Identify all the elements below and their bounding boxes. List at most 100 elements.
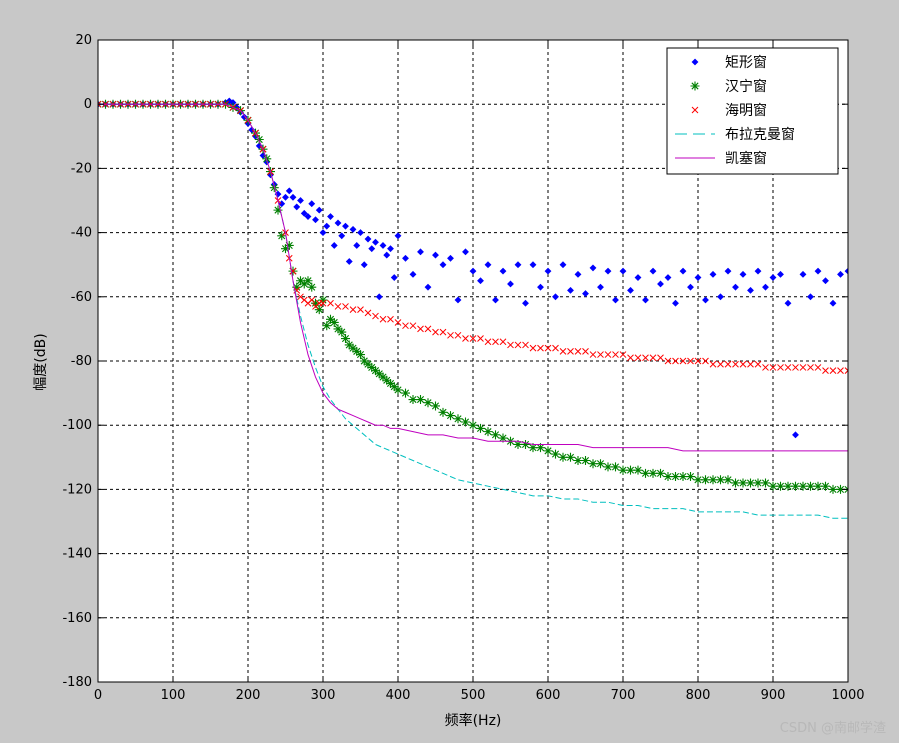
watermark: CSDN @南邮学渣	[780, 720, 886, 736]
data-point-diamond	[293, 203, 301, 211]
data-point-diamond	[297, 197, 304, 204]
data-point-star	[690, 81, 700, 91]
data-point-diamond	[672, 299, 679, 307]
data-point-star	[491, 430, 500, 440]
series-5	[98, 103, 848, 452]
series-3	[98, 100, 848, 374]
x-tick-label: 800	[686, 688, 711, 703]
data-point-x	[814, 364, 822, 371]
data-point-diamond	[634, 274, 642, 281]
data-point-star	[299, 279, 309, 289]
data-point-star	[356, 350, 365, 360]
data-point-star	[344, 340, 354, 350]
tick-marks	[97, 39, 849, 683]
data-point-diamond	[447, 254, 454, 262]
data-point-diamond	[477, 277, 484, 285]
data-point-star	[738, 478, 748, 488]
x-tick-label: 400	[386, 688, 411, 703]
data-point-star	[813, 481, 823, 491]
data-point-star	[277, 231, 287, 241]
data-point-star	[806, 481, 815, 491]
data-point-x	[417, 325, 424, 333]
data-point-star	[314, 305, 324, 315]
data-point-x	[627, 354, 634, 362]
data-point-diamond	[285, 187, 293, 195]
data-point-star	[371, 366, 380, 376]
data-point-x	[349, 306, 357, 313]
data-point-diamond	[323, 222, 331, 230]
data-point-x	[754, 360, 762, 368]
data-point-diamond	[357, 229, 364, 237]
data-point-diamond	[390, 274, 398, 281]
data-point-star	[708, 475, 718, 485]
tick-labels: 0 100 200 300 400 500 600 700 800 900 1000200-20-4…	[62, 33, 864, 703]
y-tick-label: -20	[71, 161, 92, 176]
data-point-diamond	[514, 261, 522, 269]
data-point-diamond	[499, 267, 507, 275]
data-point-x	[679, 357, 687, 365]
data-point-diamond	[604, 267, 612, 275]
data-point-star	[292, 282, 302, 292]
data-point-star	[303, 276, 313, 286]
data-point-star	[333, 324, 343, 334]
data-point-diamond	[368, 245, 376, 253]
data-point-x	[807, 364, 814, 371]
data-point-x	[439, 328, 447, 336]
data-point-star	[476, 423, 485, 433]
data-point-x	[612, 351, 619, 358]
data-point-star	[322, 321, 332, 331]
data-point-x	[769, 364, 777, 371]
data-point-star	[618, 465, 628, 475]
series-layer	[98, 97, 848, 519]
data-point-diamond	[315, 206, 323, 214]
data-point-star	[521, 439, 530, 449]
legend-label: 布拉克曼窗	[725, 126, 795, 143]
legend-entry: 矩形窗	[691, 54, 767, 71]
y-tick-label: -80	[71, 354, 92, 369]
legend-label: 矩形窗	[725, 54, 767, 71]
data-point-diamond	[469, 267, 477, 275]
data-point-star	[363, 359, 373, 369]
x-tick-label: 300	[311, 688, 336, 703]
data-point-x	[709, 360, 717, 368]
data-point-x	[402, 322, 409, 330]
data-point-x	[357, 306, 364, 313]
data-point-star	[641, 468, 650, 478]
data-point-x	[492, 338, 499, 346]
data-point-diamond	[574, 270, 582, 278]
data-point-x	[409, 322, 417, 330]
data-point-star	[461, 417, 470, 427]
data-point-diamond	[732, 283, 739, 291]
data-point-x	[499, 338, 507, 346]
data-point-star	[446, 411, 455, 421]
data-point-star	[611, 462, 620, 472]
data-point-star	[281, 244, 290, 254]
data-point-star	[416, 395, 425, 405]
x-tick-label: 100	[161, 688, 186, 703]
data-point-x	[672, 357, 679, 365]
data-point-star	[678, 472, 688, 482]
data-point-star	[254, 135, 264, 145]
legend-label: 海明窗	[725, 102, 767, 119]
data-point-diamond	[372, 238, 379, 246]
data-point-diamond	[754, 267, 762, 275]
data-point-diamond	[582, 290, 589, 298]
legend-entry: 布拉克曼窗	[675, 126, 795, 143]
data-point-star	[776, 481, 785, 491]
data-point-star	[367, 362, 377, 372]
data-point-star	[746, 478, 755, 488]
data-point-star	[731, 478, 740, 488]
data-point-x	[559, 348, 567, 355]
data-point-star	[791, 481, 800, 491]
data-point-star	[513, 439, 523, 449]
data-point-x	[454, 331, 462, 339]
data-point-diamond	[691, 58, 699, 66]
data-point-diamond	[724, 267, 732, 275]
data-point-diamond	[345, 258, 353, 265]
data-point-x	[792, 364, 799, 371]
data-point-star	[693, 475, 703, 485]
data-point-x	[657, 354, 664, 362]
data-point-star	[551, 449, 560, 459]
data-point-diamond	[844, 267, 848, 275]
